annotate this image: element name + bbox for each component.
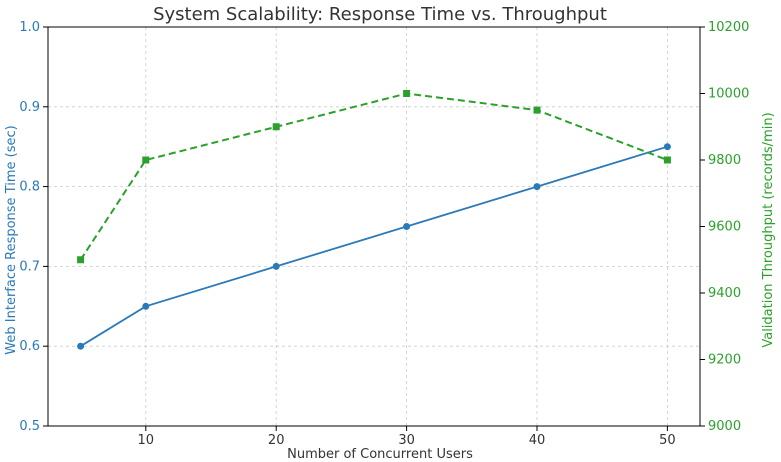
series-layer <box>77 90 671 350</box>
x-tick-label: 30 <box>398 433 415 448</box>
response-time-point <box>77 342 85 350</box>
response-time-point <box>272 262 280 270</box>
x-tick-label: 40 <box>529 433 546 448</box>
left-tick-label: 0.8 <box>19 180 40 195</box>
left-tick-label: 0.5 <box>19 419 40 434</box>
response-time-point <box>663 143 671 151</box>
left-tick-label: 1.0 <box>19 20 40 35</box>
right-tick-label: 10000 <box>708 87 749 102</box>
left-tick-label: 0.9 <box>19 100 40 115</box>
x-axis-label: Number of Concurrent Users <box>287 447 473 462</box>
throughput-point <box>533 106 541 114</box>
throughput-point <box>403 90 411 97</box>
response-time-point <box>142 302 150 310</box>
chart-title: System Scalability: Response Time vs. Th… <box>153 4 607 25</box>
right-tick-label: 9600 <box>708 220 741 235</box>
throughput-point <box>663 156 671 164</box>
right-axis-ticks: 9000 9200 9400 9600 9800 10000 10200 <box>700 20 749 434</box>
throughput-point <box>142 156 150 164</box>
response-time-point <box>403 223 411 230</box>
right-tick-label: 9400 <box>708 286 741 301</box>
response-time-line <box>80 145 668 347</box>
x-axis-ticks: 10 20 30 40 50 <box>138 426 676 448</box>
response-time-point <box>533 183 541 191</box>
left-tick-label: 0.7 <box>19 259 40 274</box>
right-tick-label: 9800 <box>708 153 741 168</box>
right-tick-label: 9200 <box>708 353 741 368</box>
x-tick-label: 20 <box>268 433 285 448</box>
x-tick-label: 10 <box>138 433 155 448</box>
left-tick-label: 0.6 <box>19 339 40 354</box>
left-axis-label: Web Interface Response Time (sec) <box>4 125 19 354</box>
right-tick-label: 10200 <box>708 20 749 35</box>
left-axis-ticks: 0.5 0.6 0.7 0.8 0.9 1.0 <box>19 20 48 434</box>
throughput-point <box>77 256 85 264</box>
throughput-point <box>272 123 280 131</box>
right-axis-label: Validation Throughput (records/min) <box>761 112 776 347</box>
right-tick-label: 9000 <box>708 419 741 434</box>
throughput-line <box>79 92 668 261</box>
x-tick-label: 50 <box>659 433 676 448</box>
grid <box>48 26 700 427</box>
